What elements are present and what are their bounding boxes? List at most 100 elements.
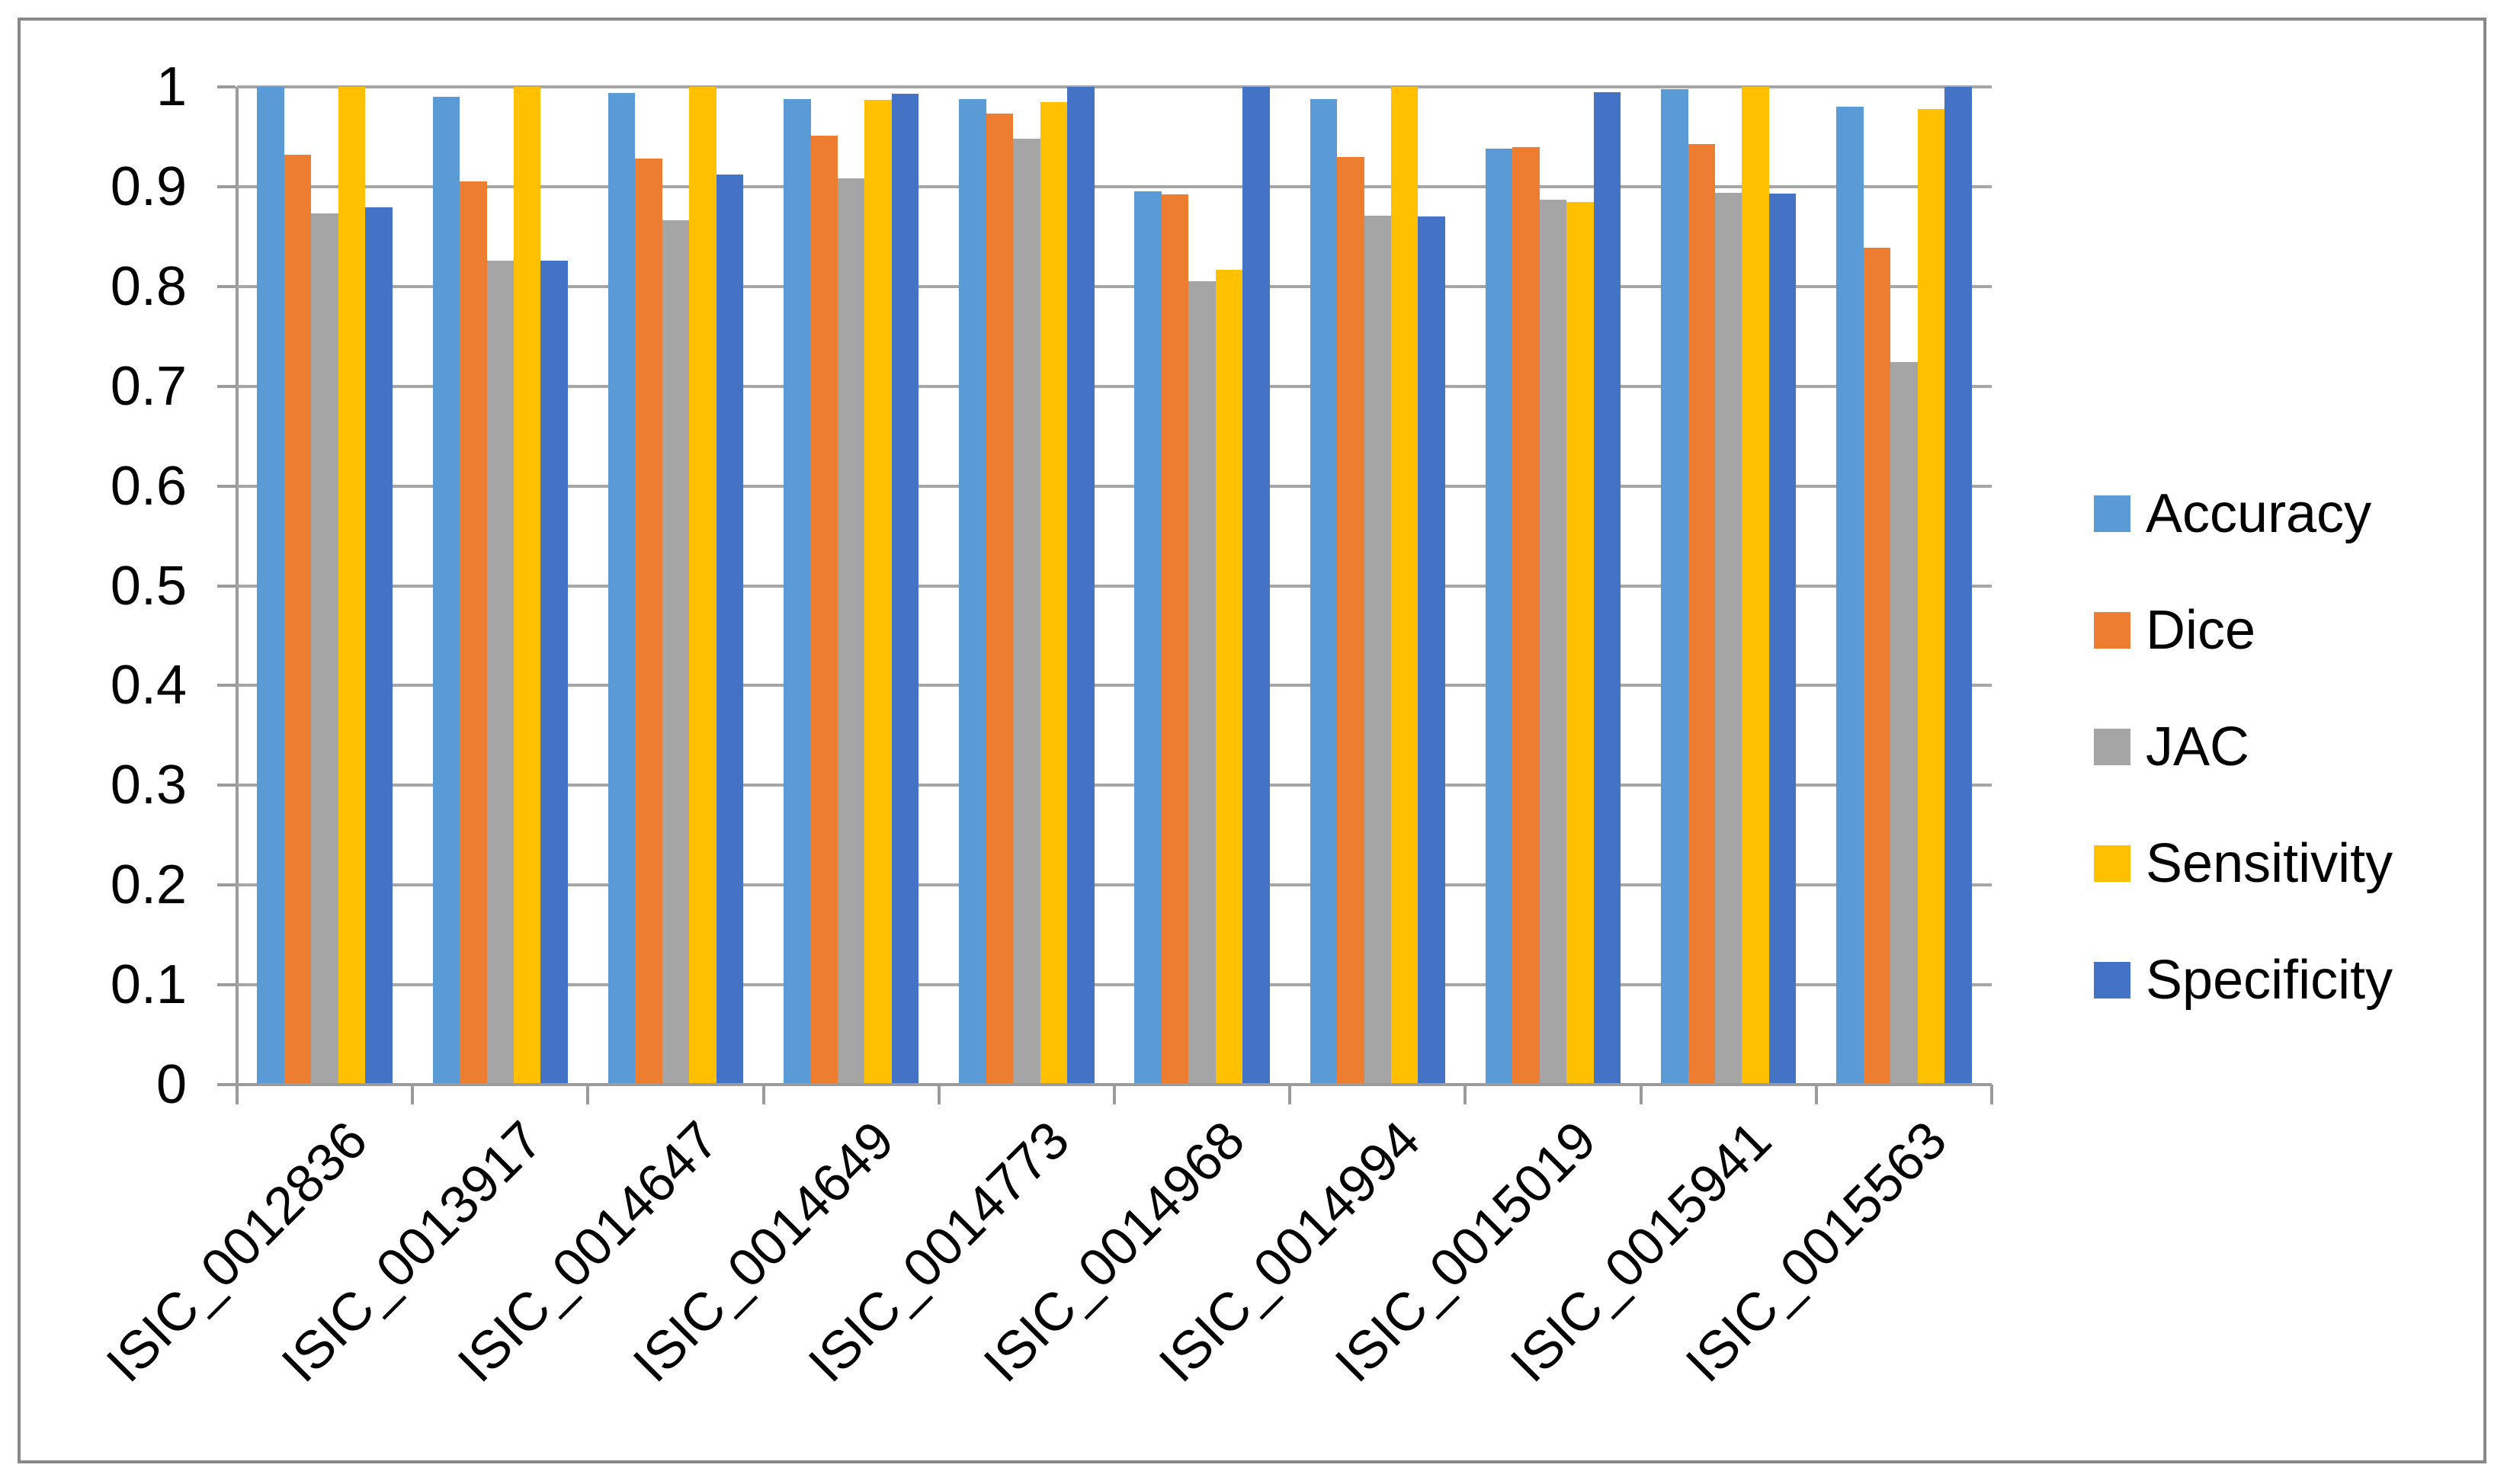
bar-accuracy-ISIC_0014968 (1134, 191, 1162, 1083)
y-tick-0.5 (217, 584, 236, 588)
y-tick-0.1 (217, 983, 236, 987)
x-tick-boundary (1113, 1085, 1116, 1104)
gridline-1 (237, 85, 1992, 88)
legend-swatch-jac (2094, 729, 2130, 765)
bar-specificity-ISIC_0014968 (1242, 87, 1270, 1083)
x-axis-line (217, 1083, 1992, 1086)
bar-dice-ISIC_0014773 (986, 114, 1014, 1083)
x-tick-boundary (1990, 1085, 1993, 1104)
gridline-0.1 (237, 983, 1992, 987)
y-tick-label: 0.1 (110, 954, 187, 1016)
legend-item-sensitivity: Sensitivity (2094, 836, 2393, 891)
legend-item-accuracy: Accuracy (2094, 486, 2371, 541)
y-tick-0.8 (217, 284, 236, 288)
bar-group-ISIC_0012836 (237, 87, 412, 1085)
gridline-0.8 (237, 284, 1992, 288)
y-tick-label: 0.3 (110, 755, 187, 816)
legend-item-jac: JAC (2094, 720, 2249, 774)
gridline-0.3 (237, 784, 1992, 787)
bar-dice-ISIC_0014968 (1161, 194, 1189, 1083)
bar-sensitivity-ISIC_0015563 (1917, 108, 1945, 1083)
bar-jac-ISIC_0015941 (1714, 192, 1742, 1083)
bar-sensitivity-ISIC_0015019 (1566, 201, 1594, 1083)
legend-swatch-dice (2094, 612, 2130, 649)
bar-sensitivity-ISIC_0014647 (689, 87, 717, 1083)
bar-dice-ISIC_0012836 (284, 155, 312, 1083)
legend-label-sensitivity: Sensitivity (2146, 833, 2393, 894)
y-tick-0.2 (217, 883, 236, 887)
gridline-0.9 (237, 184, 1992, 188)
bar-group-ISIC_0014994 (1290, 87, 1465, 1085)
bar-specificity-ISIC_0015019 (1593, 91, 1621, 1083)
bar-sensitivity-ISIC_0015941 (1742, 87, 1769, 1083)
y-tick-1 (217, 85, 236, 88)
bar-jac-ISIC_0013917 (486, 260, 514, 1083)
bar-group-ISIC_0015941 (1641, 87, 1816, 1085)
chart-figure: 0 0.1 0.2 0.3 0.4 0.5 0.6 0.7 0.8 0.9 1 ISIC_00128… (18, 18, 2486, 1463)
y-tick-label: 0.6 (110, 455, 187, 517)
bar-accuracy-ISIC_0014647 (608, 92, 636, 1083)
bar-sensitivity-ISIC_0012836 (338, 87, 366, 1083)
bar-dice-ISIC_0015019 (1512, 146, 1540, 1083)
y-tick-label: 0.9 (110, 155, 187, 217)
y-tick-0.9 (217, 184, 236, 188)
x-tick-boundary (1463, 1085, 1467, 1104)
legend-swatch-sensitivity (2094, 845, 2130, 882)
bar-specificity-ISIC_0014994 (1418, 216, 1445, 1083)
bar-jac-ISIC_0014649 (837, 178, 865, 1083)
bar-specificity-ISIC_0015941 (1768, 194, 1797, 1083)
y-tick-label: 0.4 (110, 655, 187, 716)
bar-accuracy-ISIC_0014994 (1310, 98, 1338, 1083)
legend-item-specificity: Specificity (2094, 953, 2393, 1008)
x-tick-boundary (937, 1085, 941, 1104)
bar-group-ISIC_0014968 (1114, 87, 1290, 1085)
bar-accuracy-ISIC_0012836 (257, 87, 284, 1083)
x-tick-boundary (761, 1085, 765, 1104)
x-tick-boundary (236, 1085, 239, 1104)
bar-jac-ISIC_0014773 (1013, 139, 1040, 1083)
bar-jac-ISIC_0014994 (1364, 215, 1391, 1083)
bar-dice-ISIC_0014647 (635, 159, 662, 1083)
gridline-0.2 (237, 883, 1992, 887)
legend-label-specificity: Specificity (2146, 950, 2393, 1011)
y-tick-label: 0.5 (110, 555, 187, 617)
bar-dice-ISIC_0013917 (460, 181, 487, 1083)
y-axis-line (236, 87, 239, 1104)
bar-dice-ISIC_0015563 (1863, 247, 1891, 1083)
y-tick-0.7 (217, 384, 236, 388)
bar-dice-ISIC_0014994 (1337, 156, 1364, 1083)
bar-specificity-ISIC_0012836 (365, 207, 393, 1083)
bar-specificity-ISIC_0013917 (540, 260, 568, 1083)
bar-jac-ISIC_0014647 (662, 220, 690, 1083)
x-tick-boundary (1814, 1085, 1818, 1104)
y-tick-label: 0.7 (110, 355, 187, 417)
y-tick-0.4 (217, 684, 236, 688)
bar-jac-ISIC_0015563 (1890, 362, 1918, 1083)
legend-item-dice: Dice (2094, 603, 2255, 658)
bar-sensitivity-ISIC_0014994 (1391, 87, 1419, 1083)
bar-sensitivity-ISIC_0014968 (1215, 269, 1243, 1083)
bar-specificity-ISIC_0014649 (891, 94, 919, 1083)
legend-swatch-specificity (2094, 962, 2130, 998)
bar-accuracy-ISIC_0015941 (1661, 88, 1688, 1083)
bar-jac-ISIC_0015019 (1539, 199, 1567, 1083)
bar-accuracy-ISIC_0015019 (1485, 149, 1513, 1083)
y-tick-label: 0.2 (110, 854, 187, 916)
x-tick-boundary (411, 1085, 415, 1104)
legend-swatch-accuracy (2094, 495, 2130, 532)
bar-group-ISIC_0013917 (412, 87, 588, 1085)
bar-accuracy-ISIC_0014773 (959, 98, 986, 1083)
bar-accuracy-ISIC_0013917 (432, 97, 460, 1083)
bar-group-ISIC_0014647 (588, 87, 763, 1085)
bar-sensitivity-ISIC_0014773 (1040, 101, 1068, 1083)
gridline-0.5 (237, 584, 1992, 588)
bar-jac-ISIC_0012836 (311, 213, 338, 1083)
bar-specificity-ISIC_0015563 (1944, 87, 1972, 1083)
y-tick-label: 0 (155, 1054, 187, 1115)
bar-specificity-ISIC_0014773 (1067, 87, 1095, 1083)
y-tick-0.6 (217, 484, 236, 488)
bar-accuracy-ISIC_0015563 (1836, 107, 1864, 1083)
gridline-0.7 (237, 384, 1992, 388)
y-tick-0.3 (217, 784, 236, 787)
x-tick-boundary (1288, 1085, 1292, 1104)
